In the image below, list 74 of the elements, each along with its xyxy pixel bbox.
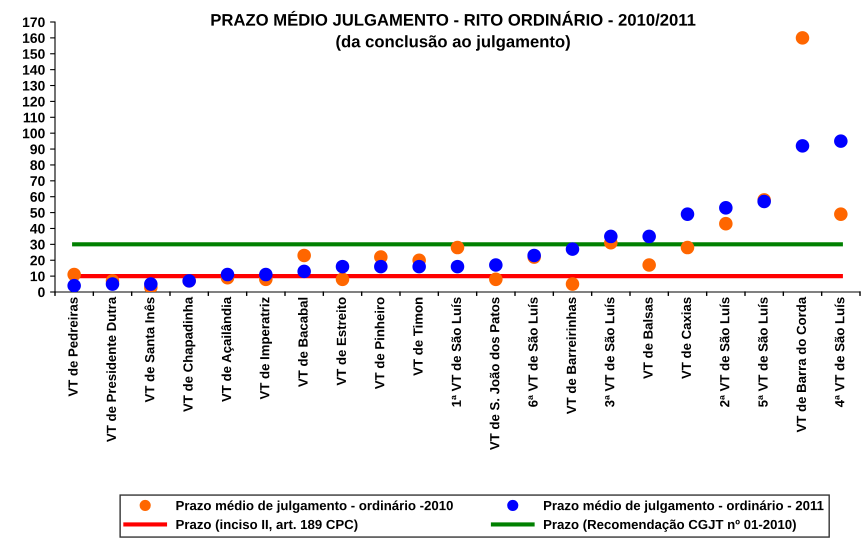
y-tick-label: 20 xyxy=(30,256,45,266)
x-tick-label: VT de Timon xyxy=(413,298,423,376)
x-tick-label: VT de Pinheiro xyxy=(374,297,384,390)
y-tick-label: 170 xyxy=(22,17,45,28)
point xyxy=(144,277,158,291)
point xyxy=(67,268,81,282)
point xyxy=(834,207,848,221)
x-tick-label: 1ª VT de São Luís xyxy=(451,297,462,406)
x-tick-label: VT de Presidente Dutra xyxy=(106,296,116,442)
x-tick-label: VT de Imperatriz xyxy=(260,297,272,400)
y-tick-label: 80 xyxy=(30,160,45,170)
point xyxy=(336,260,350,274)
chart-title: PRAZO MÉDIO JULGAMENTO - RITO ORDINÁRIO - 2010/2011 xyxy=(211,10,696,26)
x-tick-label: 4ª VT de São Luís xyxy=(834,297,844,408)
point xyxy=(489,272,503,286)
y-tick-label: 160 xyxy=(22,33,45,44)
point xyxy=(412,260,426,274)
x-tick-label: VT de Pedreiras xyxy=(68,297,78,397)
point xyxy=(719,201,733,215)
point xyxy=(796,31,810,45)
point xyxy=(719,216,733,230)
point xyxy=(834,134,848,148)
point xyxy=(566,242,580,256)
point xyxy=(450,240,464,254)
y-tick-label: 110 xyxy=(24,112,45,122)
y-tick-label: 30 xyxy=(30,240,45,250)
x-tick-label: VT de Caxias xyxy=(681,297,692,379)
point xyxy=(297,264,311,278)
y-tick-label: 60 xyxy=(30,192,45,202)
y-tick-label: 50 xyxy=(30,208,45,218)
legend-label: Prazo (Recomendação CGJT nº 01-2010) xyxy=(544,519,796,532)
x-tick-label: 6ª VT de São Luís xyxy=(528,297,538,407)
point xyxy=(374,260,388,274)
y-tick-label: 90 xyxy=(30,144,45,154)
y-tick-label: 150 xyxy=(22,49,45,59)
legend-label: Prazo médio de julgamento - ordinário - 2011 xyxy=(544,500,824,513)
point xyxy=(566,277,580,291)
y-tick-label: 140 xyxy=(22,64,45,75)
y-tick-label: 100 xyxy=(22,128,45,138)
point xyxy=(336,272,350,286)
y-tick-label: 10 xyxy=(30,271,45,282)
x-tick-label: 5ª VT de São Luís xyxy=(758,297,768,407)
point xyxy=(450,260,464,274)
point xyxy=(106,277,120,291)
x-tick-label: VT de Barra do Corda xyxy=(796,296,806,432)
point xyxy=(220,268,234,282)
x-tick-label: VT de Santa Inês xyxy=(144,297,154,402)
point xyxy=(796,139,810,153)
point xyxy=(680,240,694,254)
x-tick-label: VT de S. João dos Patos xyxy=(490,297,500,450)
y-tick-label: 120 xyxy=(22,96,45,107)
x-tick-label: VT de Bacabal xyxy=(298,298,308,387)
x-tick-label: VT de Barreirinhas xyxy=(566,297,576,414)
x-tick-label: 2ª VT de São Luís xyxy=(720,297,730,407)
legend-label: Prazo médio de julgamento - ordinário -2010 xyxy=(176,500,453,513)
point xyxy=(604,230,618,244)
point xyxy=(489,258,503,272)
text: (da conclusão ao julgamento) xyxy=(336,35,570,51)
point xyxy=(67,278,81,292)
x-tick-label: VT de Açailândia xyxy=(221,296,234,402)
point xyxy=(259,268,273,282)
y-tick-label: 130 xyxy=(22,80,45,91)
y-tick-label: 70 xyxy=(30,176,45,186)
x-tick-label: VT de Estreito xyxy=(336,297,346,386)
x-tick-label: VT de Chapadinha xyxy=(183,296,196,412)
legend-label: Prazo (inciso II, art. 189 CPC) xyxy=(176,519,358,532)
x-tick-label: 3ª VT de São Luís xyxy=(604,297,614,408)
point xyxy=(642,230,656,244)
point xyxy=(642,258,656,272)
point xyxy=(297,248,311,262)
x-tick-label: VT de Balsas xyxy=(643,297,653,379)
y-tick-label: 0 xyxy=(38,287,45,298)
point xyxy=(680,207,694,221)
y-tick-label: 40 xyxy=(30,224,45,234)
